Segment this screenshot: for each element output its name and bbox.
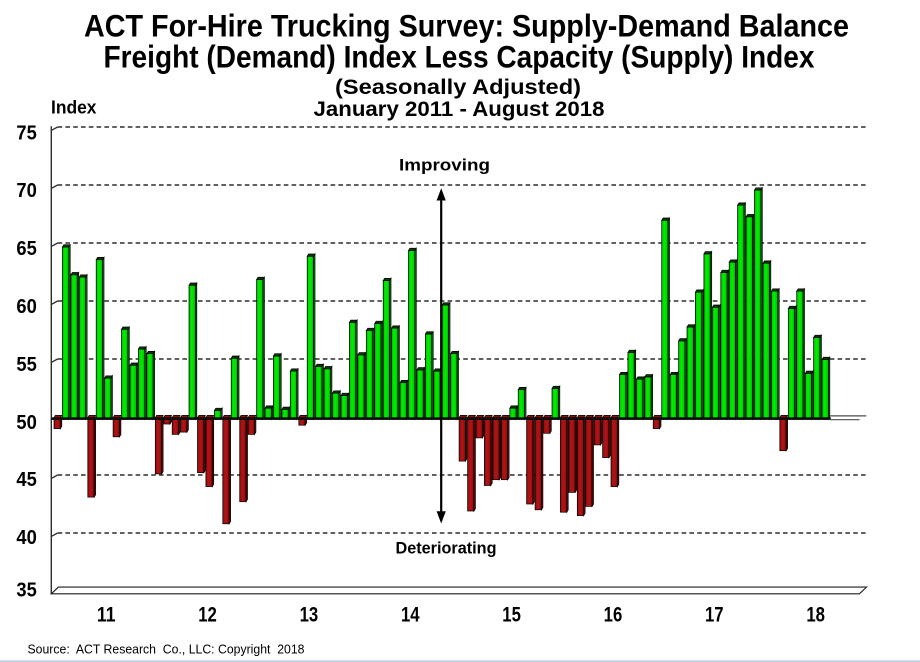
- svg-text:75: 75: [16, 122, 36, 144]
- svg-text:40: 40: [16, 527, 36, 549]
- svg-text:13: 13: [300, 604, 319, 627]
- svg-text:70: 70: [16, 180, 36, 202]
- svg-text:11: 11: [97, 604, 116, 627]
- svg-text:Deteriorating: Deteriorating: [396, 539, 497, 558]
- svg-text:60: 60: [16, 296, 36, 318]
- svg-text:Source: ACT Research Co., LL: Source: ACT Research Co., LLC: Copyright…: [28, 643, 305, 657]
- svg-text:35: 35: [16, 580, 36, 602]
- svg-text:16: 16: [604, 604, 623, 627]
- svg-text:January 2011 - August 2018: January 2011 - August 2018: [314, 98, 605, 121]
- svg-text:55: 55: [16, 354, 36, 376]
- svg-text:14: 14: [401, 604, 420, 627]
- svg-text:Freight (Demand) Index Less Ca: Freight (Demand) Index Less Capacity (Su…: [104, 39, 815, 75]
- svg-text:45: 45: [16, 469, 36, 491]
- svg-text:ACT For-Hire Trucking Survey:: ACT For-Hire Trucking Survey: Supply-Dem…: [84, 7, 849, 43]
- svg-text:17: 17: [705, 604, 724, 627]
- svg-text:Improving: Improving: [399, 155, 490, 174]
- svg-text:50: 50: [16, 412, 36, 434]
- svg-text:65: 65: [16, 238, 36, 260]
- svg-text:15: 15: [502, 604, 521, 627]
- svg-text:12: 12: [198, 604, 217, 627]
- svg-text:Index: Index: [51, 98, 97, 118]
- svg-text:18: 18: [806, 604, 825, 627]
- svg-text:(Seasonally Adjusted): (Seasonally Adjusted): [335, 76, 581, 99]
